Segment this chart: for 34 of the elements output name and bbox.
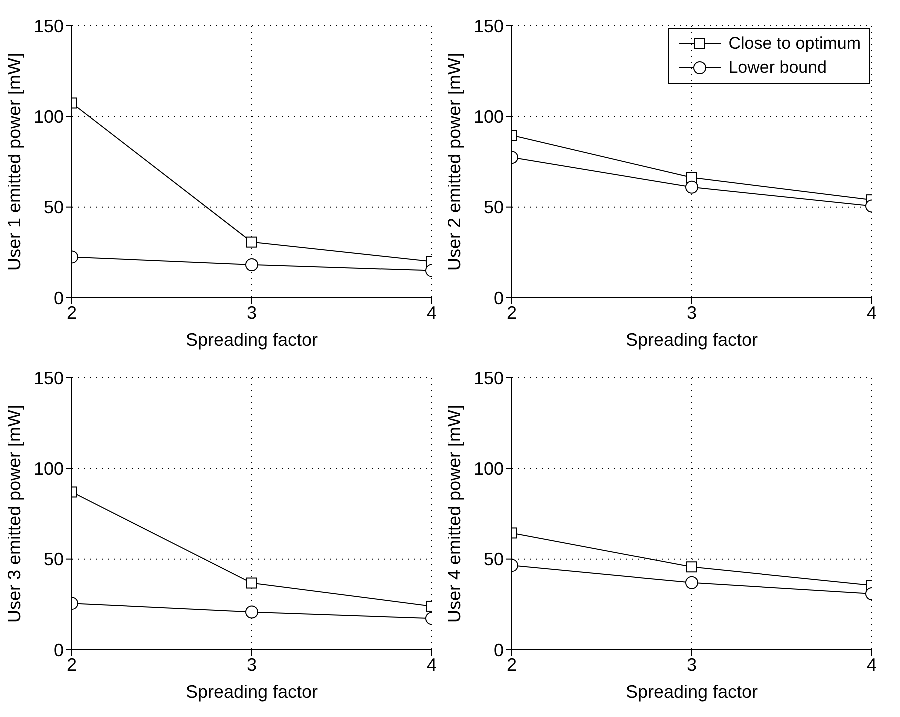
y-tick-label: 100 bbox=[474, 107, 504, 128]
x-tick-label: 3 bbox=[246, 654, 258, 675]
x-tick-label: 3 bbox=[246, 302, 258, 323]
x-axis-title: Spreading factor bbox=[626, 682, 758, 702]
x-tick-label: 2 bbox=[66, 302, 78, 323]
y-tick-label: 50 bbox=[484, 550, 504, 570]
x-tick-label: 4 bbox=[426, 654, 438, 675]
y-tick-label: 150 bbox=[34, 16, 64, 36]
x-tick-label: 2 bbox=[506, 302, 518, 323]
y-tick-label: 100 bbox=[34, 107, 64, 128]
y-tick-label: 50 bbox=[44, 198, 64, 218]
y-tick-label: 0 bbox=[54, 288, 64, 308]
y-tick-label: 150 bbox=[34, 368, 64, 388]
y-tick-label: 50 bbox=[484, 198, 504, 218]
y-tick-label: 150 bbox=[474, 368, 504, 388]
x-tick-label: 4 bbox=[866, 654, 878, 675]
x-tick-label: 3 bbox=[686, 302, 698, 323]
x-tick-label: 3 bbox=[686, 654, 698, 675]
y-tick-label: 150 bbox=[474, 16, 504, 36]
y-tick-label: 50 bbox=[44, 550, 64, 570]
x-axis-title: Spreading factor bbox=[186, 330, 318, 350]
y-tick-label: 0 bbox=[54, 640, 64, 660]
y-tick-label: 100 bbox=[34, 459, 64, 480]
legend-label: Close to optimum bbox=[728, 34, 861, 54]
x-tick-label: 4 bbox=[426, 302, 438, 323]
x-tick-label: 2 bbox=[66, 654, 78, 675]
x-axis-title: Spreading factor bbox=[626, 330, 758, 350]
x-axis-title: Spreading factor bbox=[186, 682, 318, 702]
y-tick-label: 0 bbox=[494, 288, 504, 308]
x-tick-label: 2 bbox=[506, 654, 518, 675]
y-tick-label: 100 bbox=[474, 459, 504, 480]
y-tick-label: 0 bbox=[494, 640, 504, 660]
x-tick-label: 4 bbox=[866, 302, 878, 323]
legend-label: Lower bound bbox=[728, 58, 828, 78]
